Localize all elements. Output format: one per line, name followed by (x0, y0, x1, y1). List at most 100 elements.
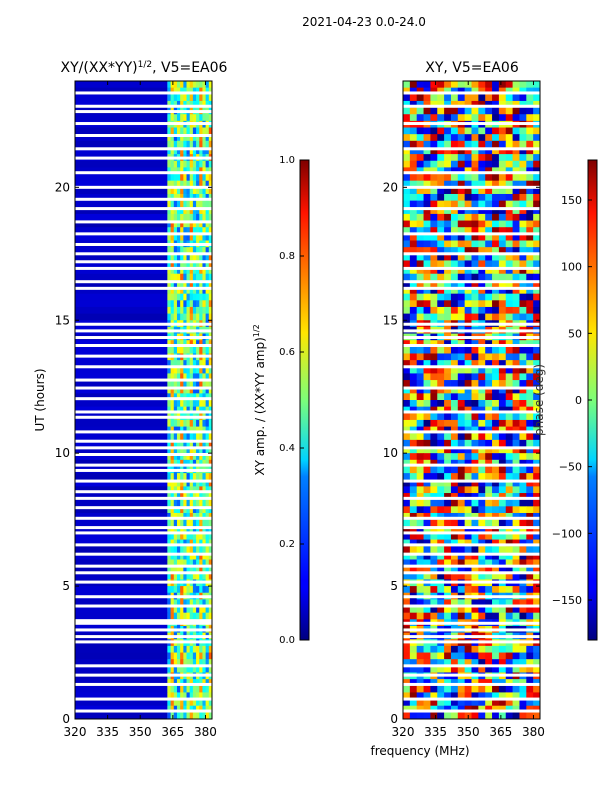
heatmap-cell (189, 685, 194, 693)
heatmap-cell (202, 193, 207, 202)
heatmap-cell (192, 200, 197, 208)
heatmap-cell (189, 606, 194, 614)
heatmap-cell (189, 419, 194, 428)
heatmap-cell (170, 300, 175, 308)
heatmap-cell (533, 253, 541, 261)
heatmap-cell (205, 439, 210, 448)
heatmap-cell (533, 140, 541, 148)
heatmap-cell (170, 100, 175, 109)
heatmap-cell (180, 499, 184, 507)
heatmap-cell (199, 586, 203, 594)
heatmap-cell (205, 386, 210, 394)
colorbar-tick-label: −150 (552, 594, 582, 607)
heatmap-cell (492, 207, 500, 215)
heatmap-cell (464, 426, 472, 434)
heatmap-cell (403, 552, 411, 560)
heatmap-cell (189, 213, 194, 222)
heatmap-cell (403, 193, 411, 202)
heatmap-cell (202, 200, 207, 208)
heatmap-cell (430, 87, 438, 95)
heatmap-cell (205, 134, 210, 142)
heatmap-cell (173, 406, 178, 414)
heatmap-cell (202, 612, 207, 620)
heatmap-cell (423, 705, 431, 713)
heatmap-cell (505, 499, 514, 507)
heatmap-cell (75, 287, 168, 295)
heatmap-cell (512, 439, 520, 448)
heatmap-cell (170, 446, 175, 454)
heatmap-cell (173, 459, 178, 467)
heatmap-cell (170, 599, 175, 607)
heatmap-cell (485, 213, 493, 222)
heatmap-cell (196, 180, 200, 188)
heatmap-cell (492, 552, 500, 560)
heatmap-cell (464, 107, 472, 115)
heatmap-cell (457, 413, 466, 421)
heatmap-cell (457, 306, 466, 315)
heatmap-cell (173, 87, 178, 95)
colorbar-tick-label: −50 (559, 461, 582, 474)
heatmap-cell (409, 599, 418, 607)
heatmap-cell (444, 81, 452, 89)
heatmap-cell (176, 220, 181, 228)
heatmap-cell (186, 433, 191, 441)
heatmap-cell (189, 247, 194, 255)
flagged-row (75, 595, 212, 599)
heatmap-cell (196, 439, 200, 448)
x-tick-label: 365 (489, 725, 512, 739)
heatmap-cell (492, 453, 500, 461)
heatmap-cell (430, 479, 438, 487)
heatmap-cell (173, 340, 178, 348)
heatmap-cell (183, 712, 188, 720)
heatmap-cell (403, 566, 411, 574)
heatmap-cell (416, 453, 425, 461)
flagged-row (403, 580, 540, 584)
heatmap-cell (416, 306, 425, 315)
heatmap-cell (183, 566, 188, 574)
heatmap-cell (457, 659, 466, 667)
heatmap-cell (189, 566, 194, 574)
heatmap-cell (167, 459, 172, 467)
heatmap-cell (485, 499, 493, 507)
heatmap-cell (183, 140, 188, 148)
heatmap-cell (170, 313, 175, 321)
heatmap-cell (485, 665, 493, 673)
heatmap-cell (186, 586, 191, 594)
heatmap-cell (444, 147, 452, 155)
heatmap-cell (457, 240, 466, 248)
heatmap-cell (186, 419, 191, 428)
heatmap-cell (196, 174, 200, 182)
flagged-row (75, 709, 212, 713)
heatmap-cell (464, 466, 472, 474)
heatmap-cell (409, 386, 418, 394)
heatmap-cell (505, 532, 514, 541)
heatmap-cell (430, 260, 438, 268)
heatmap-cell (498, 94, 507, 102)
flagged-row (75, 410, 212, 414)
heatmap-cell (505, 386, 514, 394)
heatmap-cell (444, 546, 452, 554)
heatmap-cell (170, 253, 175, 261)
heatmap-cell (478, 519, 486, 527)
heatmap-cell (478, 586, 486, 594)
heatmap-cell (199, 340, 203, 348)
heatmap-cell (430, 692, 438, 700)
heatmap-cell (423, 572, 431, 580)
heatmap-cell (199, 486, 203, 494)
heatmap-cell (533, 340, 541, 348)
heatmap-cell (526, 586, 534, 594)
heatmap-cell (183, 167, 188, 175)
heatmap-cell (202, 493, 207, 501)
heatmap-cell (189, 346, 194, 354)
heatmap-cell (208, 459, 213, 467)
heatmap-cell (173, 366, 178, 374)
heatmap-cell (464, 519, 472, 527)
heatmap-cell (186, 712, 191, 720)
heatmap-cell (189, 552, 194, 560)
flagged-row (403, 171, 540, 175)
heatmap-cell (180, 393, 184, 401)
heatmap-cell (192, 512, 197, 521)
heatmap-cell (437, 486, 445, 494)
heatmap-cell (471, 134, 479, 142)
